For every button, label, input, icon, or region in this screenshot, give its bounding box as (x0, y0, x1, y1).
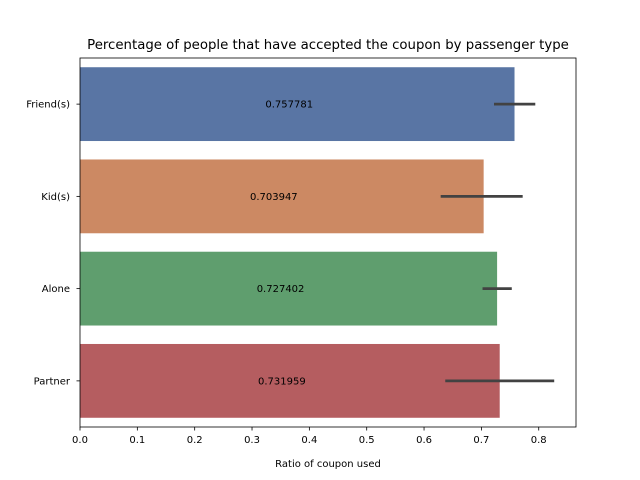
x-axis-ticks: 0.0 0.1 0.2 0.3 0.4 0.5 0.6 0.7 0.8 (72, 427, 547, 446)
x-tick-label: 0.1 (129, 435, 145, 446)
x-tick-label: 0.5 (359, 435, 375, 446)
value-label: 0.703947 (250, 192, 298, 203)
error-bars-group (440, 102, 555, 383)
bars-group (80, 67, 515, 418)
value-label: 0.757781 (265, 100, 313, 111)
y-tick-label: Kid(s) (41, 192, 70, 203)
value-labels-group: 0.757781 0.703947 0.727402 0.731959 (250, 100, 313, 388)
y-axis-ticks: Friend(s) Kid(s) Alone Partner (26, 100, 80, 387)
value-label: 0.731959 (258, 376, 306, 387)
x-tick-label: 0.3 (244, 435, 260, 446)
x-tick-label: 0.0 (72, 435, 88, 446)
y-tick-label: Alone (42, 284, 70, 295)
x-tick-label: 0.6 (416, 435, 432, 446)
bar-friend-s (80, 67, 515, 142)
x-tick-label: 0.2 (187, 435, 203, 446)
chart-title: Percentage of people that have accepted … (87, 38, 569, 53)
bar-kid-s (80, 159, 484, 234)
y-tick-label: Partner (34, 376, 71, 387)
bar-alone (80, 251, 498, 326)
bar-partner (80, 343, 500, 418)
x-tick-label: 0.4 (301, 435, 317, 446)
value-label: 0.727402 (257, 284, 305, 295)
x-axis-label: Ratio of coupon used (275, 459, 381, 470)
y-tick-label: Friend(s) (26, 100, 70, 111)
x-tick-label: 0.8 (531, 435, 547, 446)
x-tick-label: 0.7 (473, 435, 489, 446)
plot-frame (79, 57, 577, 428)
